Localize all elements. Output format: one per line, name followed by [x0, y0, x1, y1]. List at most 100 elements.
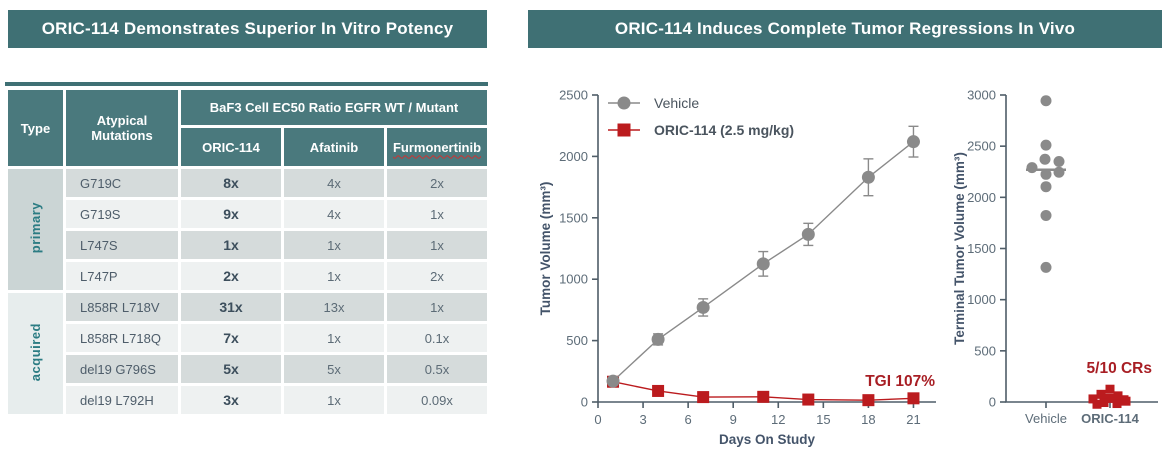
scatter-point-square	[1088, 394, 1098, 404]
potency-table-body: primary G719C 8x 4x 2x G719S 9x 4x 1x L747S 1x 1x 1x…	[8, 169, 487, 414]
y-tick-label: 1000	[559, 272, 588, 287]
x-axis-title: Days On Study	[719, 432, 816, 447]
potency-table-container: Type Atypical Mutations BaF3 Cell EC50 R…	[5, 82, 488, 417]
y-tick-label: 0	[581, 395, 588, 410]
potency-table: Type Atypical Mutations BaF3 Cell EC50 R…	[5, 87, 490, 417]
ec50-ratio-cell: 9x	[181, 200, 281, 228]
table-row: del19 G796S 5x 5x 0.5x	[8, 355, 487, 383]
table-row: L747S 1x 1x 1x	[8, 231, 487, 259]
scatter-point-circle	[1040, 181, 1052, 193]
data-point-square	[862, 394, 875, 407]
mutation-cell: del19 G796S	[66, 355, 178, 383]
y-tick-label: 500	[974, 343, 996, 358]
scatter-point-circle	[1040, 139, 1052, 151]
y-tick-label: 1000	[967, 292, 996, 307]
ec50-ratio-cell: 31x	[181, 293, 281, 321]
ec50-ratio-cell: 4x	[284, 200, 384, 228]
ec50-ratio-cell: 0.5x	[387, 355, 487, 383]
mutation-cell: G719S	[66, 200, 178, 228]
col-header-type: Type	[8, 90, 63, 166]
mutation-cell: L747P	[66, 262, 178, 290]
scatter-point-square	[1092, 399, 1102, 409]
ec50-ratio-cell: 2x	[181, 262, 281, 290]
mutation-cell: del19 L792H	[66, 386, 178, 414]
ec50-ratio-cell: 13x	[284, 293, 384, 321]
ec50-ratio-cell: 4x	[284, 169, 384, 197]
tumor-volume-line-chart: 0 3 6 9 12 15 18 21 0 500 1000 1500 2000 2500 Days On …	[538, 88, 936, 447]
legend-label: Vehicle	[654, 95, 699, 111]
y-tick-label: 1500	[967, 241, 996, 256]
ec50-ratio-cell: 1x	[387, 293, 487, 321]
mutation-cell: L858R L718V	[66, 293, 178, 321]
row-group-acquired: acquired	[8, 293, 63, 414]
data-point-circle	[756, 257, 770, 271]
table-row: primary G719C 8x 4x 2x	[8, 169, 487, 290]
x-tick-label: 15	[816, 412, 830, 427]
legend-label: ORIC-114 (2.5 mg/kg)	[654, 122, 794, 138]
y-tick-label: 2500	[967, 139, 996, 154]
y-tick-label: 500	[566, 333, 588, 348]
y-tick-label: 1500	[559, 210, 588, 225]
ec50-ratio-cell: 0.09x	[387, 386, 487, 414]
ec50-ratio-cell: 1x	[181, 231, 281, 259]
category-label: Vehicle	[1025, 411, 1067, 426]
data-point-circle	[861, 170, 875, 184]
terminal-tumor-volume-scatter-chart: 0 500 1000 1500 2000 2500 3000 Vehicle ORIC-114 T…	[952, 88, 1158, 426]
data-point-square	[652, 384, 665, 397]
data-point-square	[757, 390, 770, 403]
ec50-ratio-cell: 1x	[387, 231, 487, 259]
tgi-annotation: TGI 107%	[865, 373, 935, 390]
scatter-point-circle	[1040, 168, 1052, 180]
y-tick-label: 0	[989, 395, 996, 410]
data-point-square	[907, 392, 920, 405]
y-axis-title: Tumor Volume (mm³)	[538, 182, 553, 316]
ec50-ratio-cell: 1x	[387, 200, 487, 228]
x-tick-label: 6	[685, 412, 692, 427]
y-tick-label: 3000	[967, 88, 996, 103]
y-tick-label: 2000	[967, 190, 996, 205]
drug-header-row: ORIC-114 Afatinib Furmonertinib	[8, 128, 487, 166]
table-row: G719S 9x 4x 1x	[8, 200, 487, 228]
mutation-cell: L858R L718Q	[66, 324, 178, 352]
cr-annotation: 5/10 CRs	[1087, 360, 1152, 377]
scatter-point-circle	[1053, 166, 1065, 178]
ec50-ratio-cell: 3x	[181, 386, 281, 414]
data-point-circle	[696, 300, 710, 314]
table-row: L858R L718Q 7x 1x 0.1x	[8, 324, 487, 352]
x-tick-label: 9	[730, 412, 737, 427]
data-point-circle	[606, 374, 620, 388]
data-point-square	[697, 391, 710, 404]
scatter-point-circle	[1040, 95, 1052, 107]
x-tick-label: 0	[594, 412, 601, 427]
ec50-ratio-cell: 1x	[284, 324, 384, 352]
mutation-cell: G719C	[66, 169, 178, 197]
scatter-point-square	[1105, 384, 1115, 394]
y-tick-label: 2500	[559, 88, 588, 103]
axes	[592, 94, 936, 408]
scatter-point-square	[1113, 391, 1123, 401]
scatter-point-square	[1121, 396, 1131, 406]
x-tick-label: 21	[906, 412, 920, 427]
table-row: del19 L792H 3x 1x 0.09x	[8, 386, 487, 414]
category-label: ORIC-114	[1081, 411, 1140, 426]
table-row: L747P 2x 1x 2x	[8, 262, 487, 290]
scatter-point-circle	[1026, 162, 1038, 174]
ec50-ratio-cell: 0.1x	[387, 324, 487, 352]
table-top-accent	[5, 82, 488, 86]
ec50-ratio-cell: 7x	[181, 324, 281, 352]
ec50-ratio-cell: 5x	[284, 355, 384, 383]
col-header-drug-afatinib: Afatinib	[284, 128, 384, 166]
data-point-square	[802, 393, 815, 406]
x-tick-label: 12	[771, 412, 785, 427]
ec50-ratio-cell: 1x	[284, 231, 384, 259]
potency-table-head: Type Atypical Mutations BaF3 Cell EC50 R…	[8, 90, 487, 166]
scatter-point-square	[1096, 389, 1106, 399]
legend-marker	[617, 96, 631, 110]
scatter-point-square	[1112, 399, 1122, 409]
col-header-ec50-group: BaF3 Cell EC50 Ratio EGFR WT / Mutant	[181, 90, 487, 126]
y-tick-label: 2000	[559, 149, 588, 164]
col-header-mutations: Atypical Mutations	[66, 90, 178, 166]
x-tick-label: 3	[639, 412, 646, 427]
scatter-point-square	[1099, 398, 1109, 408]
